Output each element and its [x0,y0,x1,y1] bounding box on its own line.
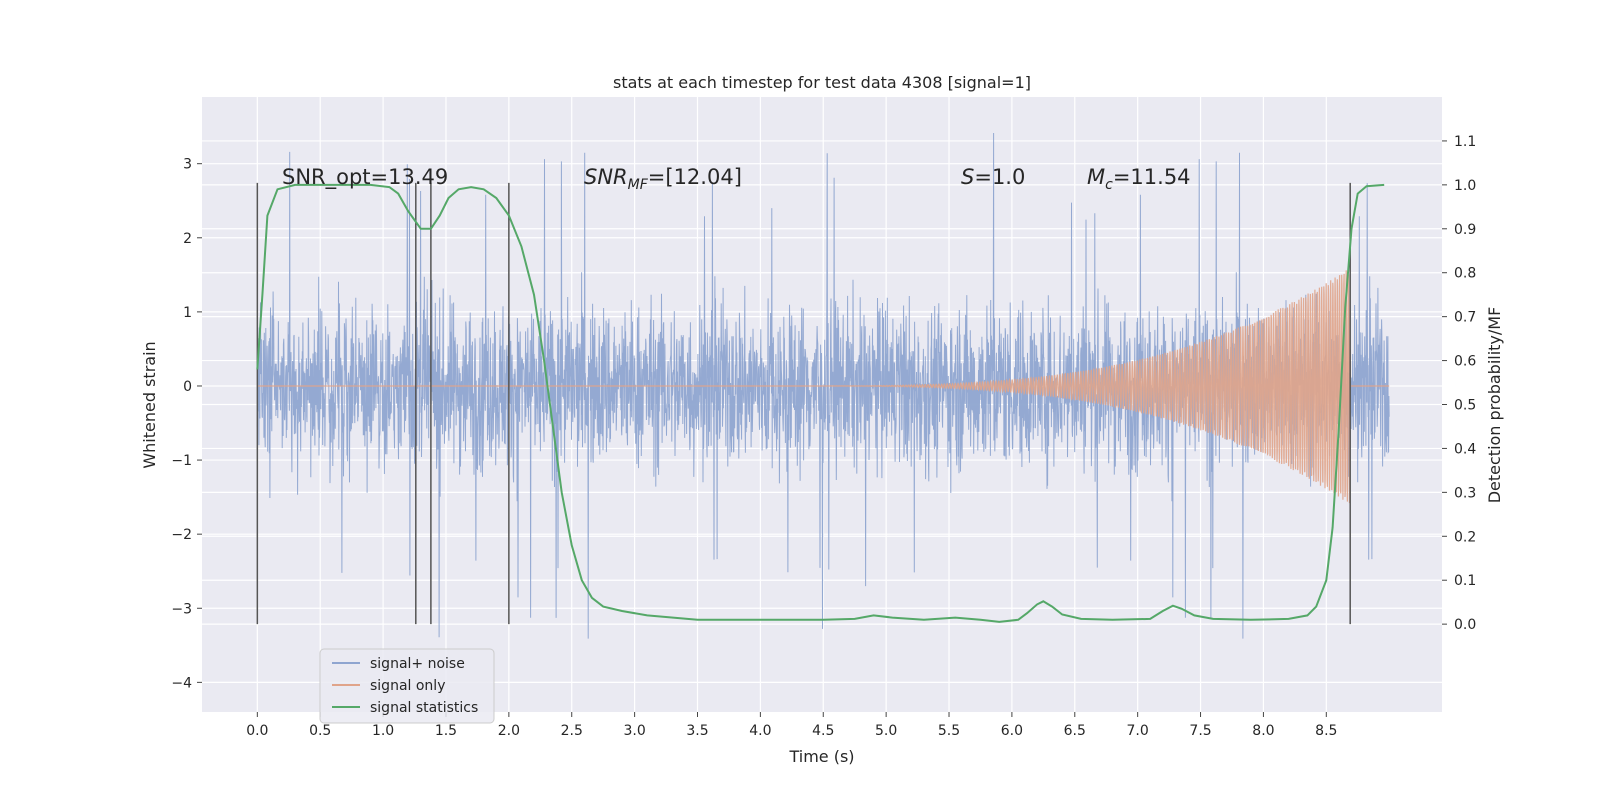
x-tick-label-3: 1.5 [435,723,457,739]
y2-tick-label-7: 0.4 [1454,441,1476,457]
signal-only-series [257,270,1390,504]
x-tick-label-1: 0.5 [309,723,331,739]
y-tick-label-6: −3 [171,601,192,617]
y-tick-label-2: 1 [183,305,192,321]
annotation-snr-mf-value: =[12.04] [648,165,742,189]
x-tick-label-16: 8.0 [1252,723,1274,739]
x-tick-label-15: 7.5 [1189,723,1211,739]
x-tick-label-2: 1.0 [372,723,394,739]
y-axis-label: Whitened strain [140,341,159,468]
x-tick-label-17: 8.5 [1315,723,1337,739]
legend-label-signal-noise: signal+ noise [370,656,465,672]
x-tick-label-10: 5.0 [875,723,897,739]
annotation-snr-mf-sub: MF [628,177,649,193]
annotation-s-value: =1.0 [974,165,1025,189]
signal-only-line [257,270,1390,504]
signal-statistics-series [256,183,1385,623]
annotation-mc-value: =11.54 [1113,165,1191,189]
y-tick-label-3: 0 [183,379,192,395]
y2-tick-label-5: 0.6 [1454,354,1476,370]
y2-tick-label-4: 0.7 [1454,310,1476,326]
signal-statistics-line [256,183,1385,623]
annotation-s-main: S [961,165,974,189]
annotation-mc-main: M [1087,165,1105,189]
x-tick-label-5: 2.5 [561,723,583,739]
x-tick-label-12: 6.0 [1001,723,1023,739]
y2-axis-ticks: 1.1 1.0 0.9 0.8 0.7 0.6 0.5 0.4 0.3 0.2 0.1 0.0 [1442,134,1476,633]
y2-tick-label-9: 0.2 [1454,529,1476,545]
legend: signal+ noise signal only signal statist… [319,648,495,724]
x-tick-label-8: 4.0 [749,723,771,739]
x-axis-label: Time (s) [788,747,854,766]
y2-tick-label-1: 1.0 [1454,178,1476,194]
annotation-s: S=1.0 [961,165,1025,189]
annotation-mc-sub: c [1105,177,1113,193]
x-axis-ticks: 0.0 0.5 1.0 1.5 2.0 2.5 3.0 3.5 4.0 4.5 5.0 5.5 6.0 6… [246,712,1337,739]
y-axis-ticks: 3 2 1 0 −1 −2 −3 −4 [171,157,202,691]
legend-label-signal-only: signal only [370,678,445,694]
legend-label-signal-statistics: signal statistics [370,700,478,716]
y-tick-label-7: −4 [171,675,192,691]
y2-tick-label-11: 0.0 [1454,617,1476,633]
y2-tick-label-10: 0.1 [1454,573,1476,589]
legend-box [319,648,495,724]
annotation-snr-mf-main: SNR [584,165,628,189]
y2-tick-label-2: 0.9 [1454,222,1476,238]
y-tick-label-5: −2 [171,527,192,543]
y2-tick-label-3: 0.8 [1454,266,1476,282]
x-tick-label-9: 4.5 [812,723,834,739]
annotation-snr-mf: SNRMF=[12.04] [584,165,742,193]
x-tick-label-7: 3.5 [686,723,708,739]
y-tick-label-1: 2 [183,231,192,247]
annotation-mc: Mc=11.54 [1087,165,1191,193]
chart-title: stats at each timestep for test data 430… [613,73,1031,92]
x-tick-label-13: 6.5 [1064,723,1086,739]
x-tick-label-6: 3.0 [623,723,645,739]
annotation-snr-opt: SNR_opt=13.49 [282,165,448,190]
y-tick-label-4: −1 [171,453,192,469]
y2-tick-label-8: 0.3 [1454,485,1476,501]
y2-tick-label-0: 1.1 [1454,134,1476,150]
x-tick-label-0: 0.0 [246,723,268,739]
x-tick-label-4: 2.0 [498,723,520,739]
y2-tick-label-6: 0.5 [1454,398,1476,414]
x-tick-label-14: 7.0 [1127,723,1149,739]
y2-axis-label: Detection probability/MF [1485,307,1504,504]
y-tick-label-0: 3 [183,157,192,173]
x-tick-label-11: 5.5 [938,723,960,739]
